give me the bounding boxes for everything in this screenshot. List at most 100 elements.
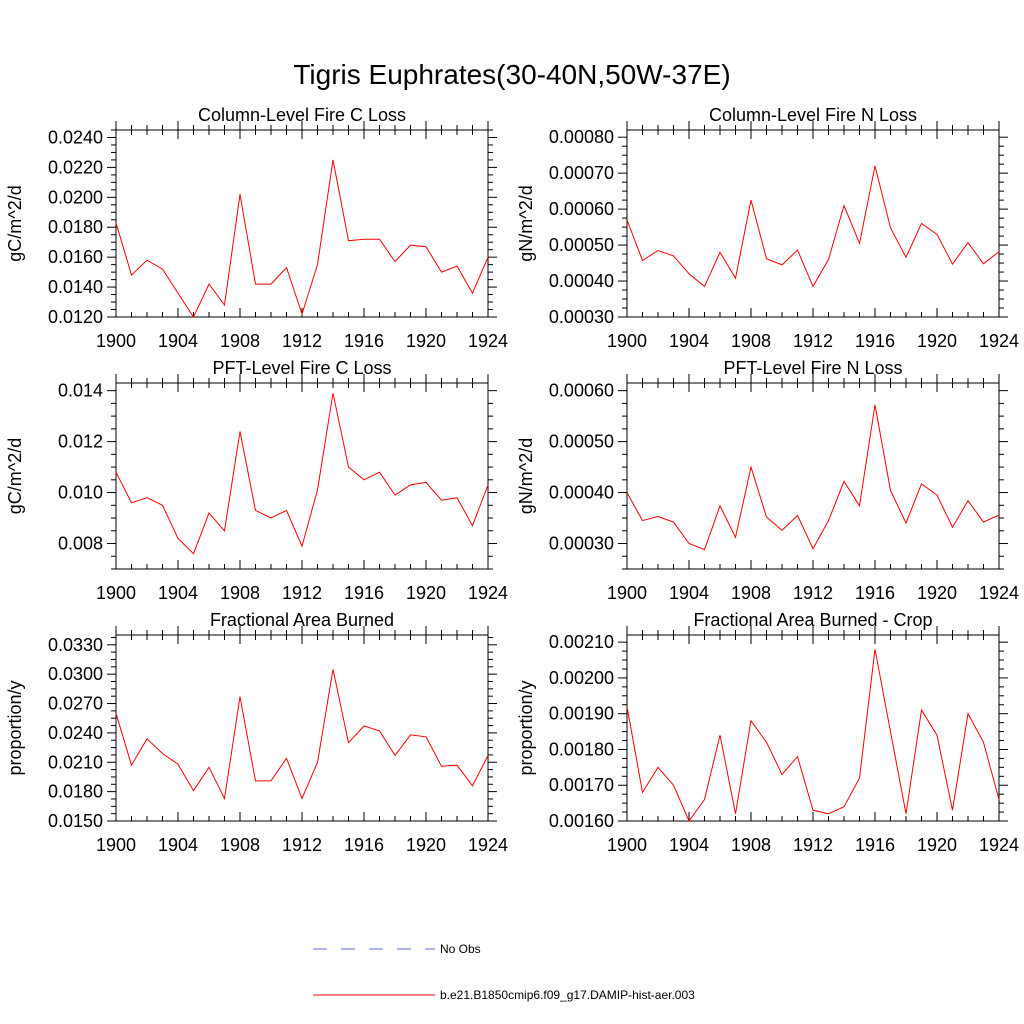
x-tick-label: 1908 bbox=[220, 835, 260, 855]
x-tick-label: 1908 bbox=[731, 835, 771, 855]
y-tick-label: 0.00180 bbox=[549, 739, 614, 759]
y-tick-label: 0.0210 bbox=[48, 752, 103, 772]
y-axis-label: proportion/y bbox=[516, 680, 536, 775]
y-axis-label: gN/m^2/d bbox=[516, 438, 536, 514]
x-tick-label: 1900 bbox=[607, 583, 647, 603]
y-tick-label: 0.0140 bbox=[48, 277, 103, 297]
chart-panel-1: Column-Level Fire C Loss gC/m^2/d 1900 1904… bbox=[5, 105, 508, 351]
x-tick-label: 1908 bbox=[731, 583, 771, 603]
x-tick-label: 1924 bbox=[468, 331, 508, 351]
y-tick-label: 0.012 bbox=[58, 432, 103, 452]
x-tick-label: 1912 bbox=[793, 835, 833, 855]
y-tick-label: 0.00080 bbox=[549, 127, 614, 147]
x-tick-label: 1912 bbox=[282, 583, 322, 603]
panels: Column-Level Fire C Loss gC/m^2/d 1900 1904… bbox=[5, 105, 1019, 855]
chart-panel-3: PFT-Level Fire C Loss gC/m^2/d 1900 1904 190… bbox=[5, 358, 508, 603]
x-tick-label: 1920 bbox=[917, 835, 957, 855]
legend: No Obs b.e21.B1850cmip6.f09_g17.DAMIP-hi… bbox=[313, 942, 695, 1002]
x-tick-label: 1900 bbox=[96, 583, 136, 603]
y-tick-label: 0.0300 bbox=[48, 664, 103, 684]
x-tick-label: 1900 bbox=[96, 331, 136, 351]
x-tick-label: 1912 bbox=[793, 331, 833, 351]
y-tick-label: 0.00030 bbox=[549, 534, 614, 554]
figure-title: Tigris Euphrates(30-40N,50W-37E) bbox=[293, 59, 730, 90]
panel-title: Column-Level Fire C Loss bbox=[198, 105, 406, 125]
x-tick-label: 1920 bbox=[917, 583, 957, 603]
y-tick-label: 0.00060 bbox=[549, 381, 614, 401]
y-tick-label: 0.00040 bbox=[549, 271, 614, 291]
x-tick-label: 1904 bbox=[669, 583, 709, 603]
y-tick-label: 0.0220 bbox=[48, 157, 103, 177]
x-tick-label: 1916 bbox=[855, 583, 895, 603]
x-tick-label: 1912 bbox=[282, 835, 322, 855]
x-tick-label: 1904 bbox=[669, 331, 709, 351]
y-tick-label: 0.00200 bbox=[549, 668, 614, 688]
x-tick-label: 1912 bbox=[282, 331, 322, 351]
x-tick-label: 1912 bbox=[793, 583, 833, 603]
y-tick-label: 0.00190 bbox=[549, 704, 614, 724]
x-tick-label: 1900 bbox=[607, 835, 647, 855]
data-series-line bbox=[115, 669, 489, 801]
y-tick-label: 0.0150 bbox=[48, 811, 103, 831]
x-tick-label: 1924 bbox=[468, 835, 508, 855]
y-tick-label: 0.00070 bbox=[549, 163, 614, 183]
x-tick-label: 1904 bbox=[158, 583, 198, 603]
x-tick-label: 1916 bbox=[344, 331, 384, 351]
x-tick-label: 1904 bbox=[158, 331, 198, 351]
y-axis-label: proportion/y bbox=[5, 680, 25, 775]
x-tick-label: 1924 bbox=[468, 583, 508, 603]
plot-frame bbox=[626, 382, 1000, 570]
x-tick-label: 1904 bbox=[669, 835, 709, 855]
chart-panel-2: Column-Level Fire N Loss gN/m^2/d 1900 1904… bbox=[516, 105, 1019, 351]
x-tick-label: 1916 bbox=[855, 331, 895, 351]
y-tick-label: 0.0240 bbox=[48, 127, 103, 147]
x-tick-label: 1916 bbox=[344, 835, 384, 855]
data-series-line bbox=[626, 165, 1000, 288]
plot-frame bbox=[115, 129, 489, 318]
y-tick-label: 0.00160 bbox=[549, 811, 614, 831]
x-tick-label: 1908 bbox=[220, 583, 260, 603]
chart-panel-5: Fractional Area Burned proportion/y 1900 19… bbox=[5, 610, 508, 855]
y-axis-label: gC/m^2/d bbox=[5, 438, 25, 514]
y-tick-label: 0.014 bbox=[58, 381, 103, 401]
y-tick-label: 0.00030 bbox=[549, 307, 614, 327]
x-tick-label: 1924 bbox=[979, 331, 1019, 351]
x-tick-label: 1924 bbox=[979, 583, 1019, 603]
y-tick-label: 0.00060 bbox=[549, 199, 614, 219]
y-tick-label: 0.0330 bbox=[48, 635, 103, 655]
y-tick-label: 0.010 bbox=[58, 483, 103, 503]
x-tick-label: 1920 bbox=[406, 835, 446, 855]
y-tick-label: 0.00050 bbox=[549, 432, 614, 452]
plot-frame bbox=[626, 634, 1000, 822]
y-tick-label: 0.008 bbox=[58, 534, 103, 554]
data-series-line bbox=[626, 649, 1000, 823]
data-series-line bbox=[115, 393, 489, 555]
y-tick-label: 0.0240 bbox=[48, 723, 103, 743]
panel-title: Column-Level Fire N Loss bbox=[709, 105, 917, 125]
x-tick-label: 1920 bbox=[406, 331, 446, 351]
y-tick-label: 0.0180 bbox=[48, 217, 103, 237]
y-axis-label: gC/m^2/d bbox=[5, 185, 25, 261]
x-tick-label: 1900 bbox=[607, 331, 647, 351]
panel-title: PFT-Level Fire N Loss bbox=[723, 358, 902, 378]
plot-frame bbox=[626, 129, 1000, 318]
y-tick-label: 0.00170 bbox=[549, 775, 614, 795]
chart-panel-4: PFT-Level Fire N Loss gN/m^2/d 1900 1904 190… bbox=[516, 358, 1019, 603]
x-tick-label: 1916 bbox=[344, 583, 384, 603]
chart-panel-6: Fractional Area Burned - Crop proportion/… bbox=[516, 610, 1019, 855]
x-tick-label: 1924 bbox=[979, 835, 1019, 855]
panel-title: Fractional Area Burned - Crop bbox=[693, 610, 932, 630]
y-tick-label: 0.0180 bbox=[48, 782, 103, 802]
y-tick-label: 0.00050 bbox=[549, 235, 614, 255]
panel-title: Fractional Area Burned bbox=[210, 610, 394, 630]
plot-frame bbox=[115, 634, 489, 822]
x-tick-label: 1908 bbox=[731, 331, 771, 351]
plot-frame bbox=[115, 382, 489, 570]
data-series-line bbox=[115, 159, 489, 319]
y-axis-label: gN/m^2/d bbox=[516, 185, 536, 261]
y-tick-label: 0.00040 bbox=[549, 483, 614, 503]
y-tick-label: 0.00210 bbox=[549, 632, 614, 652]
data-series-line bbox=[626, 404, 1000, 551]
y-tick-label: 0.0200 bbox=[48, 187, 103, 207]
